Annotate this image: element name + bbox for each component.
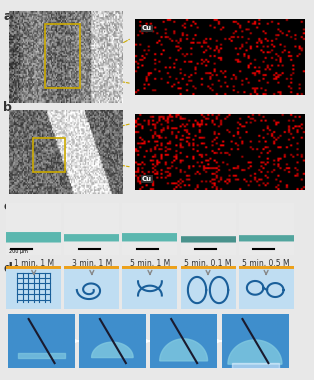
Bar [33,138,65,172]
Polygon shape [232,363,279,369]
Text: Cu: Cu [142,176,152,182]
Text: Cu: Cu [142,25,152,32]
Text: 200 μm: 200 μm [9,249,28,254]
Text: c: c [3,200,10,212]
Polygon shape [92,342,133,358]
Text: 3 min, 1 M: 3 min, 1 M [72,259,112,268]
Polygon shape [228,340,282,364]
Text: 1 min, 1 M: 1 min, 1 M [14,259,54,268]
Polygon shape [160,339,208,361]
Text: d: d [3,262,12,275]
Text: 5 min, 0.1 M: 5 min, 0.1 M [184,259,232,268]
Text: b: b [3,101,12,114]
Bar [45,24,80,88]
Text: a: a [3,10,12,22]
Text: 5 min, 1 M: 5 min, 1 M [130,259,170,268]
Text: 5 min, 0.5 M: 5 min, 0.5 M [242,259,290,268]
